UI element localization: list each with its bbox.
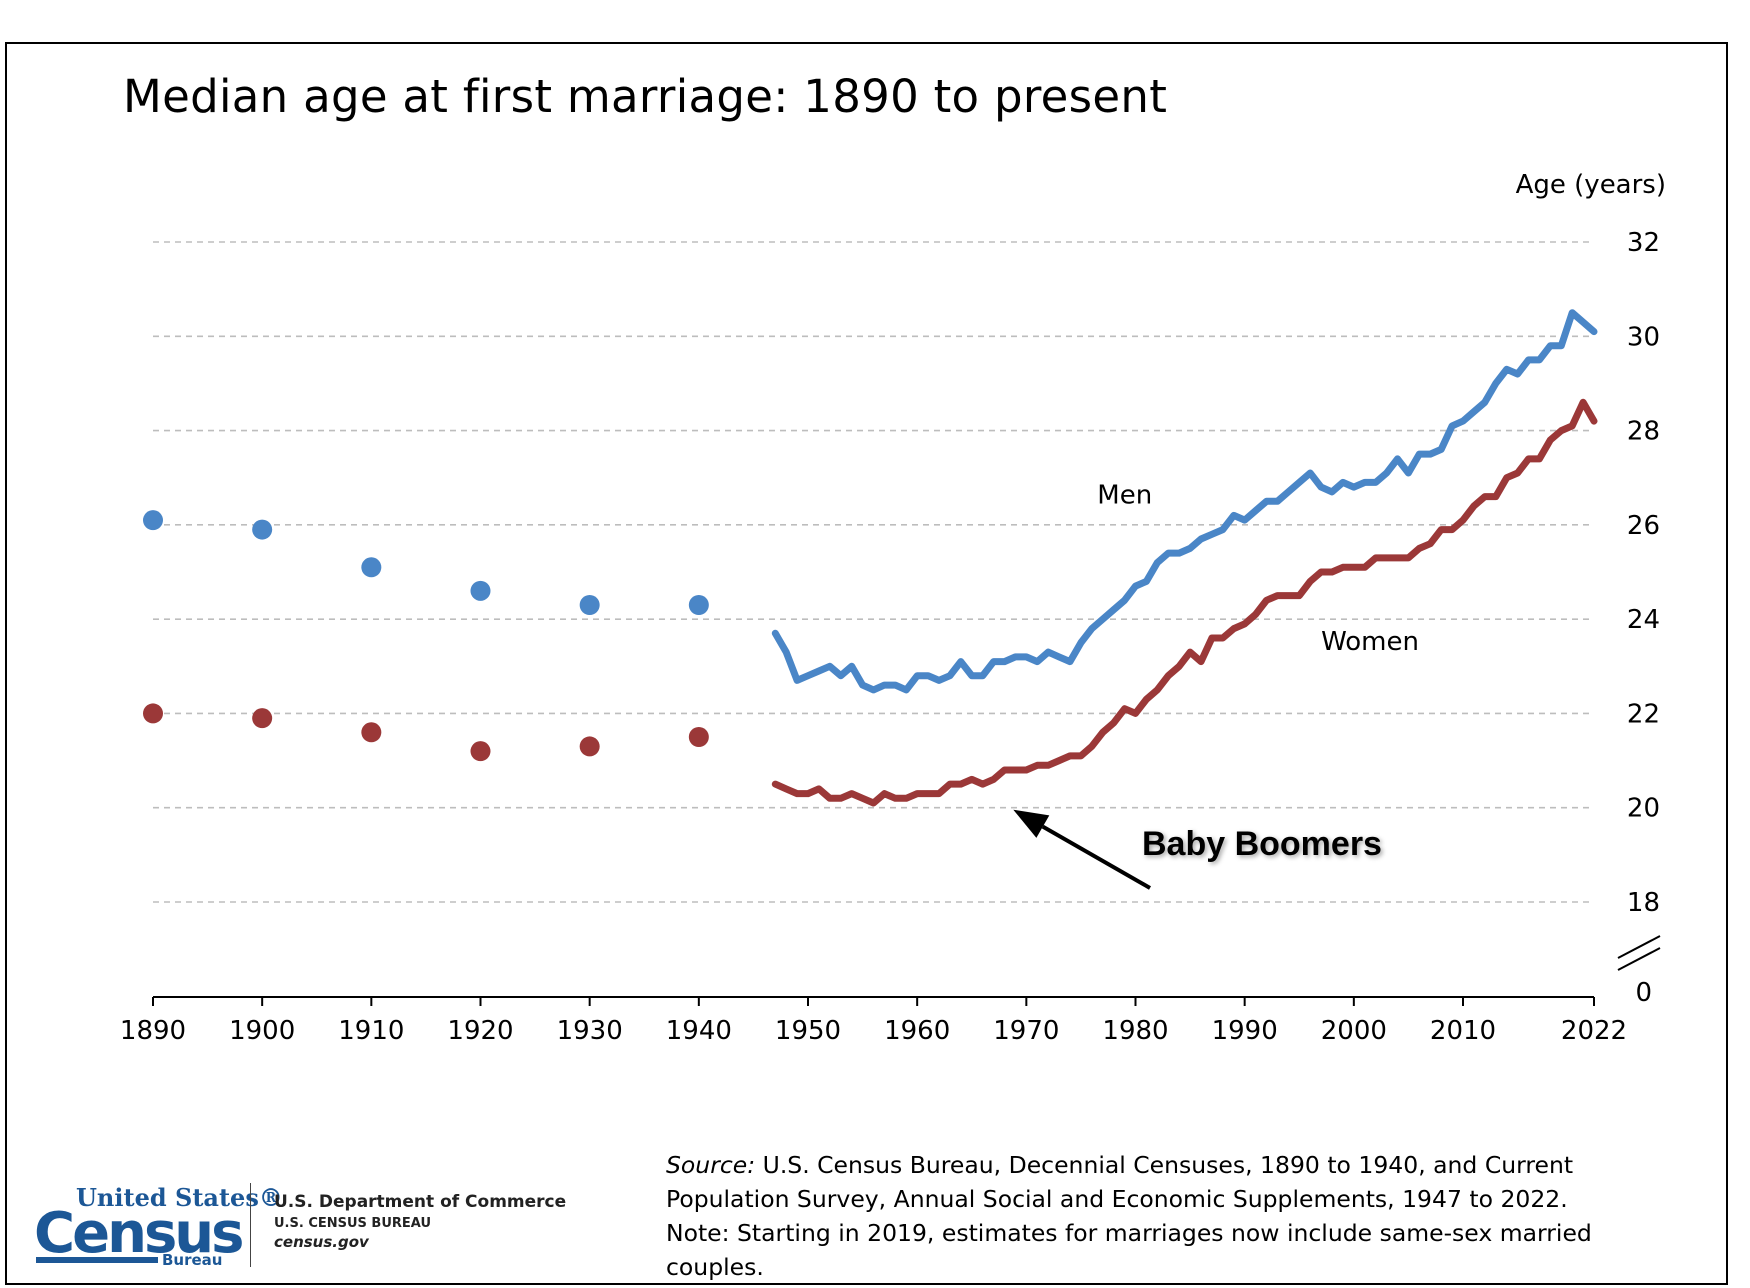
- x-tick-label-1940: 1940: [666, 1016, 732, 1046]
- x-tick-label-1980: 1980: [1102, 1016, 1168, 1046]
- website-link[interactable]: census.gov: [274, 1233, 369, 1251]
- note-text: Note: Starting in 2019, estimates for ma…: [666, 1219, 1592, 1281]
- y-tick-label-32: 32: [1627, 228, 1660, 258]
- x-tick-label-1890: 1890: [120, 1016, 186, 1046]
- x-tick-label-2000: 2000: [1321, 1016, 1387, 1046]
- logo-divider: [250, 1183, 251, 1267]
- gridlines: [153, 241, 1592, 903]
- annotation-arrowhead-icon: [1013, 809, 1050, 838]
- series-label-men: Men: [1097, 481, 1152, 511]
- y-axis-label: Age (years): [1516, 170, 1666, 200]
- x-tick-label-2010: 2010: [1430, 1016, 1496, 1046]
- x-tick-label-2022: 2022: [1561, 1016, 1627, 1046]
- census-logo: United States® Census Bureau: [34, 1183, 283, 1269]
- source-note: Source: U.S. Census Bureau, Decennial Ce…: [666, 1148, 1686, 1284]
- logo-census: Census: [34, 1201, 244, 1266]
- data-point-men-1920: [470, 580, 491, 601]
- department-block: U.S. Department of Commerce U.S. CENSUS …: [274, 1192, 566, 1251]
- annotation-baby-boomers: Baby Boomers: [1142, 825, 1382, 863]
- data-point-men-1940: [688, 595, 709, 615]
- dept-name: U.S. Department of Commerce: [274, 1192, 567, 1212]
- data-point-women-1930: [579, 736, 600, 757]
- x-tick-label-1910: 1910: [338, 1016, 404, 1046]
- logo-underline: [36, 1257, 158, 1263]
- x-tick-label-1970: 1970: [993, 1016, 1059, 1046]
- x-tick-label-1900: 1900: [229, 1016, 295, 1046]
- x-tick-label-1930: 1930: [557, 1016, 623, 1046]
- y-tick-label-24: 24: [1627, 605, 1660, 635]
- y-tick-label-20: 20: [1627, 794, 1660, 824]
- chart-title: Median age at first marriage: 1890 to pr…: [123, 70, 1168, 123]
- y-tick-label-30: 30: [1627, 322, 1660, 352]
- data-point-men-1900: [252, 519, 273, 540]
- source-lead: Source:: [666, 1151, 756, 1179]
- data-point-women-1910: [361, 722, 382, 743]
- data-point-women-1890: [143, 703, 163, 724]
- data-point-men-1890: [143, 510, 163, 531]
- axis-break-icon: [1617, 947, 1661, 971]
- source-body: U.S. Census Bureau, Decennial Censuses, …: [666, 1151, 1574, 1213]
- y-tick-label-0: 0: [1635, 978, 1652, 1008]
- data-point-women-1940: [688, 727, 709, 747]
- bureau-name: U.S. CENSUS BUREAU: [274, 1216, 432, 1231]
- x-axis: 1890 1900 1910 1920 1930 1940 1950 1960 1970 1980…: [120, 996, 1627, 1046]
- y-tick-label-26: 26: [1627, 511, 1660, 541]
- logo-united-states: United States®: [76, 1183, 283, 1212]
- series-line-women: [771, 398, 1598, 807]
- logo-bureau: Bureau: [162, 1251, 223, 1269]
- y-tick-label-28: 28: [1627, 417, 1660, 447]
- y-tick-label-18: 18: [1627, 888, 1660, 918]
- data-point-women-1900: [252, 708, 273, 729]
- annotation-group: Baby Boomers: [1013, 809, 1382, 890]
- x-tick-label-1990: 1990: [1212, 1016, 1278, 1046]
- data-point-men-1930: [579, 595, 600, 615]
- series-label-women: Women: [1321, 627, 1419, 657]
- data-point-women-1920: [470, 741, 491, 762]
- axis-break-icon: [1617, 935, 1661, 959]
- x-tick-label-1960: 1960: [884, 1016, 950, 1046]
- chart-frame: [5, 42, 1728, 1285]
- annotation-arrow-icon: [1041, 824, 1151, 890]
- x-tick-label-1950: 1950: [775, 1016, 841, 1046]
- y-tick-label-22: 22: [1627, 699, 1660, 729]
- series-group: [143, 309, 1598, 807]
- x-tick-label-1920: 1920: [447, 1016, 513, 1046]
- source-text: Source: U.S. Census Bureau, Decennial Ce…: [666, 1148, 1686, 1216]
- y-axis: 0 18 20 22 24 26 28 30 32: [1617, 228, 1661, 1008]
- series-line-men: [771, 309, 1598, 694]
- data-point-men-1910: [361, 557, 382, 578]
